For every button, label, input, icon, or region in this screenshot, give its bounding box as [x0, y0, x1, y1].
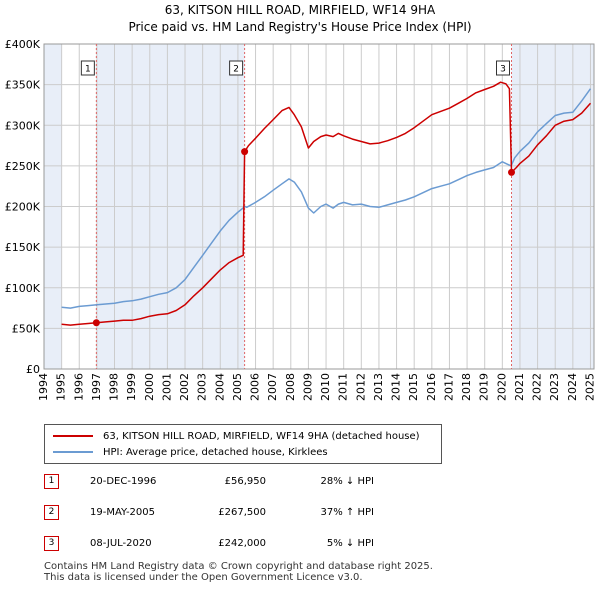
transaction-markers: 1 2 3: [80, 60, 515, 327]
transaction-label-box: [229, 60, 244, 76]
x-tick-label: 2020: [495, 373, 508, 401]
transaction-price: £267,500: [218, 507, 266, 518]
y-tick-label: £100K: [5, 282, 41, 295]
transaction-label-box: [496, 60, 510, 76]
transaction-price: £242,000: [218, 538, 266, 549]
x-tick-label: 2002: [178, 373, 191, 401]
x-tick-label: 2003: [196, 373, 209, 401]
transaction-label: 1: [85, 65, 91, 75]
legend: 63, KITSON HILL ROAD, MIRFIELD, WF14 9HA…: [44, 424, 442, 464]
legend-label-property: 63, KITSON HILL ROAD, MIRFIELD, WF14 9HA…: [103, 430, 420, 442]
x-tick-label: 2014: [390, 373, 403, 401]
x-tick-label: 1994: [37, 373, 50, 401]
y-tick-label: £250K: [5, 160, 41, 173]
x-tick-label: 1999: [125, 373, 138, 401]
y-tick-label: £400K: [5, 38, 41, 51]
x-tick-label: 2015: [407, 373, 420, 401]
transaction-hpi-diff: 5% ↓ HPI: [326, 538, 374, 549]
x-tick-label: 2021: [513, 373, 526, 401]
transaction-number: 3: [44, 536, 59, 551]
y-tick-label: £200K: [5, 201, 41, 214]
footer-license: This data is licensed under the Open Gov…: [44, 572, 363, 583]
plot-frame: [43, 43, 595, 370]
chart-title: 63, KITSON HILL ROAD, MIRFIELD, WF14 9HA: [164, 3, 436, 17]
chart-subtitle: Price paid vs. HM Land Registry's House …: [128, 20, 472, 34]
transaction-row: 2 19-MAY-2005 £267,500 37% ↑ HPI: [44, 503, 404, 523]
transaction-number: 2: [44, 505, 59, 520]
x-tick-label: 2013: [372, 373, 385, 401]
legend-line-hpi: [53, 451, 93, 453]
x-tick-label: 2017: [442, 373, 455, 401]
x-tick-label: 2001: [160, 373, 173, 401]
x-tick-label: 1998: [108, 373, 121, 401]
x-tick-label: 2007: [266, 373, 279, 401]
transaction-date: 19-MAY-2005: [90, 507, 156, 518]
y-tick-label: £350K: [5, 79, 41, 92]
x-tick-label: 2024: [566, 373, 579, 401]
legend-line-property: [53, 435, 93, 437]
x-tick-label: 2010: [319, 373, 332, 401]
transaction-label-box: [80, 60, 95, 76]
x-tick-label: 2009: [301, 373, 314, 401]
x-tick-label: 2016: [425, 373, 438, 401]
y-tick-label: £0: [26, 363, 40, 376]
footer: Contains HM Land Registry data © Crown c…: [44, 561, 433, 583]
transaction-row: 1 20-DEC-1996 £56,950 28% ↓ HPI: [44, 472, 404, 492]
legend-item-property: 63, KITSON HILL ROAD, MIRFIELD, WF14 9HA…: [53, 429, 420, 443]
legend-item-hpi: HPI: Average price, detached house, Kirk…: [53, 445, 328, 459]
transaction-point: [241, 148, 249, 156]
x-tick-label: 2006: [249, 373, 262, 401]
x-tick-label: 2025: [583, 373, 596, 401]
transaction-label: 3: [500, 65, 506, 75]
transaction-point: [92, 319, 100, 327]
transaction-hpi-diff: 37% ↑ HPI: [320, 507, 374, 518]
property-series-line: [61, 81, 592, 326]
x-tick-label: 2011: [337, 373, 350, 401]
x-tick-label: 2019: [478, 373, 491, 401]
transaction-number: 1: [44, 474, 59, 489]
transaction-date: 20-DEC-1996: [90, 476, 157, 487]
y-tick-label: £150K: [5, 241, 41, 254]
x-tick-label: 2000: [143, 373, 156, 401]
transaction-price: £56,950: [224, 476, 266, 487]
y-axis-ticks: £0 £50K £100K £150K £200K £250K £300K £350K £400…: [5, 38, 41, 376]
x-tick-label: 1996: [72, 373, 85, 401]
transaction-date: 08-JUL-2020: [90, 538, 152, 549]
x-tick-label: 2022: [531, 373, 544, 401]
x-tick-label: 2012: [354, 373, 367, 401]
legend-label-hpi: HPI: Average price, detached house, Kirk…: [103, 446, 328, 458]
transaction-point: [508, 168, 515, 176]
hpi-series-line: [61, 88, 592, 309]
transaction-hpi-diff: 28% ↓ HPI: [320, 476, 374, 487]
x-tick-label: 2004: [213, 373, 226, 401]
x-tick-label: 2005: [231, 373, 244, 401]
x-tick-label: 1995: [55, 373, 68, 401]
y-tick-label: £50K: [12, 322, 41, 335]
transaction-label: 2: [233, 65, 239, 75]
footer-copyright: Contains HM Land Registry data © Crown c…: [44, 561, 433, 572]
x-tick-label: 2018: [460, 373, 473, 401]
y-tick-label: £300K: [5, 119, 41, 132]
x-axis-ticks: 1994 1995 1996 1997 1998 1999 2000 2001 2002 2003…: [37, 373, 596, 401]
x-tick-label: 2008: [284, 373, 297, 401]
price-chart: 1 2 3 £0 £50K £100K £150K £200K £250K £300K £350K…: [5, 38, 597, 401]
x-tick-label: 1997: [90, 373, 103, 401]
x-tick-label: 2023: [548, 373, 561, 401]
series-lines: [61, 81, 592, 326]
transaction-row: 3 08-JUL-2020 £242,000 5% ↓ HPI: [44, 534, 404, 554]
